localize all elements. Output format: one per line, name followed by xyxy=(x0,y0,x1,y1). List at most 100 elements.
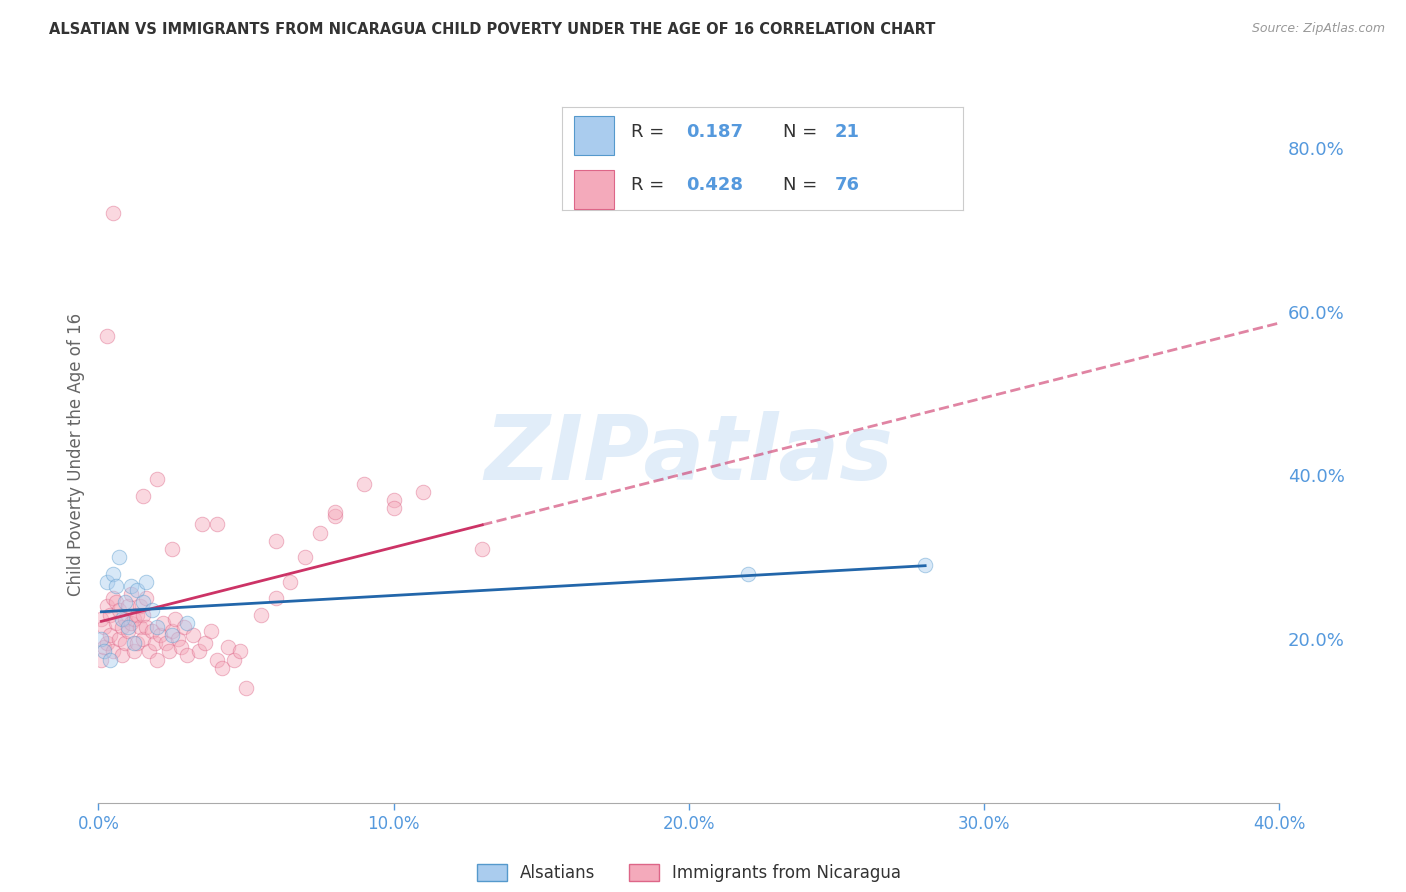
Point xyxy=(217,640,239,655)
Point xyxy=(176,615,198,630)
Point xyxy=(141,603,163,617)
Point xyxy=(353,476,375,491)
Point xyxy=(108,603,131,617)
Point xyxy=(125,607,148,622)
Point xyxy=(103,566,125,581)
Point xyxy=(143,636,166,650)
Point xyxy=(120,587,142,601)
Point xyxy=(111,620,134,634)
Point xyxy=(146,652,169,666)
Point xyxy=(135,574,157,589)
Point xyxy=(382,501,405,516)
Point xyxy=(114,636,136,650)
Point xyxy=(120,615,142,630)
Point xyxy=(294,550,316,565)
Point xyxy=(914,558,936,573)
Point xyxy=(211,661,233,675)
Point xyxy=(128,599,150,614)
Point xyxy=(105,595,128,609)
Point xyxy=(114,612,136,626)
Text: N =: N = xyxy=(783,176,823,194)
Point xyxy=(181,628,204,642)
Text: ZIPatlas: ZIPatlas xyxy=(485,411,893,499)
Point xyxy=(200,624,222,638)
Point xyxy=(309,525,332,540)
Text: R =: R = xyxy=(630,123,669,141)
Point xyxy=(125,636,148,650)
Point xyxy=(132,632,155,646)
Point xyxy=(155,636,177,650)
Point xyxy=(96,636,118,650)
Point xyxy=(264,533,287,548)
Point xyxy=(152,615,174,630)
Point xyxy=(323,505,346,519)
Point xyxy=(264,591,287,606)
Point xyxy=(111,648,134,663)
Point xyxy=(108,550,131,565)
Point xyxy=(108,632,131,646)
Point xyxy=(132,489,155,503)
Point xyxy=(194,636,217,650)
Point xyxy=(250,607,273,622)
Text: N =: N = xyxy=(783,123,823,141)
Point xyxy=(205,517,228,532)
Legend: Alsatians, Immigrants from Nicaragua: Alsatians, Immigrants from Nicaragua xyxy=(470,857,908,888)
Point xyxy=(278,574,302,589)
Point xyxy=(93,644,115,658)
Point xyxy=(117,624,139,638)
Point xyxy=(114,595,136,609)
Point xyxy=(382,492,405,507)
Text: 0.187: 0.187 xyxy=(686,123,744,141)
Point xyxy=(187,644,209,658)
Point xyxy=(162,628,183,642)
Text: 0.428: 0.428 xyxy=(686,176,744,194)
Point xyxy=(122,612,145,626)
Point xyxy=(141,624,163,638)
Point xyxy=(122,644,145,658)
Point xyxy=(162,542,183,557)
Point xyxy=(93,620,115,634)
Point xyxy=(103,591,125,606)
FancyBboxPatch shape xyxy=(575,169,614,209)
Point xyxy=(98,628,121,642)
Text: R =: R = xyxy=(630,176,669,194)
Point xyxy=(412,484,434,499)
Point xyxy=(98,607,121,622)
Point xyxy=(165,612,187,626)
Text: Source: ZipAtlas.com: Source: ZipAtlas.com xyxy=(1251,22,1385,36)
Point xyxy=(96,599,118,614)
Point xyxy=(98,652,121,666)
Point xyxy=(105,579,128,593)
Point xyxy=(138,644,160,658)
Point xyxy=(162,624,183,638)
Point xyxy=(117,599,139,614)
Point xyxy=(117,620,139,634)
Point xyxy=(125,582,148,597)
Point xyxy=(471,542,494,557)
Point xyxy=(105,615,128,630)
Point xyxy=(737,566,759,581)
Point xyxy=(103,206,125,220)
Point xyxy=(191,517,214,532)
Point xyxy=(146,620,169,634)
Point xyxy=(170,640,193,655)
Point xyxy=(103,644,125,658)
Point xyxy=(122,636,145,650)
Point xyxy=(96,574,118,589)
Text: 21: 21 xyxy=(835,123,860,141)
Point xyxy=(90,652,112,666)
Point xyxy=(157,644,180,658)
Point xyxy=(120,579,142,593)
Point xyxy=(111,612,134,626)
Point xyxy=(167,632,190,646)
Point xyxy=(90,632,112,646)
Point xyxy=(132,595,155,609)
Point xyxy=(235,681,257,696)
Point xyxy=(90,612,112,626)
FancyBboxPatch shape xyxy=(575,116,614,155)
Y-axis label: Child Poverty Under the Age of 16: Child Poverty Under the Age of 16 xyxy=(66,313,84,597)
Point xyxy=(135,591,157,606)
Point xyxy=(135,620,157,634)
Point xyxy=(323,509,346,524)
Text: ALSATIAN VS IMMIGRANTS FROM NICARAGUA CHILD POVERTY UNDER THE AGE OF 16 CORRELAT: ALSATIAN VS IMMIGRANTS FROM NICARAGUA CH… xyxy=(49,22,935,37)
